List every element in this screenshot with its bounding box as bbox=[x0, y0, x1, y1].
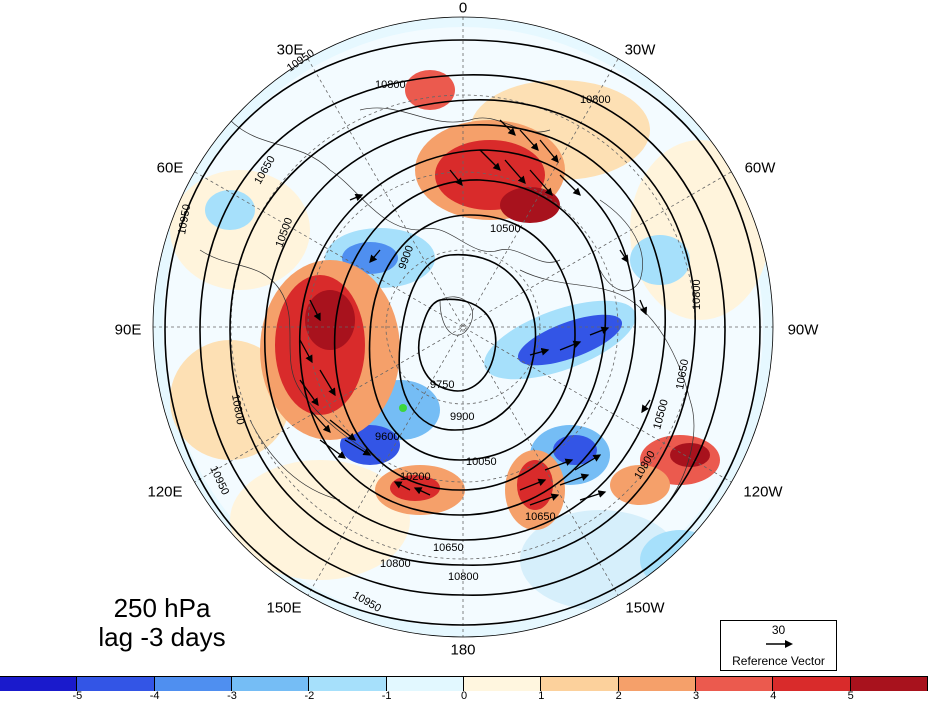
longitude-label-30e: 30E bbox=[276, 41, 304, 59]
colorbar-segment bbox=[231, 677, 310, 691]
height-contours bbox=[164, 39, 761, 626]
colorbar-segment bbox=[773, 677, 851, 691]
colorbar bbox=[0, 676, 928, 691]
colorbar-segment bbox=[618, 677, 696, 691]
contour-label: 10800 bbox=[580, 94, 611, 106]
longitude-label-120e: 120E bbox=[147, 483, 183, 501]
anomaly-shading bbox=[153, 17, 773, 637]
reference-vector-box: 30 Reference Vector bbox=[720, 620, 837, 671]
reference-arrow-icon bbox=[766, 640, 793, 648]
colorbar-tick-label: 3 bbox=[692, 690, 700, 702]
longitude-label-120w: 120W bbox=[743, 483, 783, 501]
reference-vector-label: Reference Vector bbox=[732, 654, 825, 668]
colorbar-segment bbox=[695, 677, 774, 691]
contour-label: 9900 bbox=[450, 411, 474, 423]
contour-label: 10650 bbox=[525, 511, 556, 523]
contour-label: 9600 bbox=[375, 431, 399, 443]
location-marker bbox=[399, 404, 407, 412]
longitude-label-90w: 90W bbox=[787, 321, 819, 339]
colorbar-tick-label: 2 bbox=[615, 690, 622, 702]
contour-label: 10950 bbox=[176, 203, 193, 235]
colorbar-segment bbox=[541, 677, 619, 691]
colorbar-tick-label: 0 bbox=[460, 690, 468, 702]
contour-label: 10800 bbox=[691, 279, 703, 310]
contour-label: 10650 bbox=[674, 358, 691, 390]
longitude-label-180: 180 bbox=[450, 641, 476, 659]
colorbar-tick-label: -5 bbox=[72, 690, 83, 702]
contour-label: 10050 bbox=[466, 456, 497, 468]
contour-label: 10800 bbox=[375, 79, 406, 91]
reference-vector-value: 30 bbox=[771, 623, 786, 637]
contour-label: 10200 bbox=[400, 471, 431, 483]
contour-label: 10500 bbox=[490, 223, 521, 235]
colorbar-tick-label: 5 bbox=[847, 690, 854, 702]
colorbar-tick-label: -1 bbox=[381, 690, 392, 702]
longitude-label-60w: 60W bbox=[744, 159, 776, 177]
colorbar-segment bbox=[850, 677, 928, 691]
longitude-label-0: 0 bbox=[458, 0, 468, 17]
colorbar-tick-label: -4 bbox=[149, 690, 160, 702]
longitude-label-30w: 30W bbox=[624, 41, 656, 59]
colorbar-tick-label: 1 bbox=[538, 690, 545, 702]
colorbar-tick-label: 4 bbox=[770, 690, 777, 702]
longitude-label-90e: 90E bbox=[114, 321, 142, 339]
contour-label: 10650 bbox=[433, 542, 464, 554]
colorbar-segment bbox=[0, 677, 78, 691]
graticule bbox=[153, 17, 773, 637]
map-boundary bbox=[152, 16, 774, 638]
contour-label: 10800 bbox=[229, 393, 246, 425]
contour-label: 9750 bbox=[430, 379, 454, 391]
plot-title-lag: lag -3 days bbox=[98, 622, 226, 652]
wind-vectors bbox=[299, 119, 651, 506]
plot-title-level: 250 hPa bbox=[113, 593, 211, 623]
colorbar-segment bbox=[77, 677, 155, 691]
colorbar-segment bbox=[309, 677, 387, 691]
contour-label: 10800 bbox=[448, 571, 479, 583]
colorbar-tick-label: -2 bbox=[304, 690, 315, 702]
contour-label: 10800 bbox=[380, 558, 411, 570]
longitude-label-150e: 150E bbox=[266, 599, 302, 617]
colorbar-segment bbox=[386, 677, 464, 691]
colorbar-tick-label: -3 bbox=[227, 690, 237, 702]
longitude-label-150w: 150W bbox=[625, 599, 665, 617]
colorbar-segment bbox=[154, 677, 232, 691]
longitude-label-60e: 60E bbox=[156, 159, 184, 177]
colorbar-segment bbox=[463, 677, 542, 691]
